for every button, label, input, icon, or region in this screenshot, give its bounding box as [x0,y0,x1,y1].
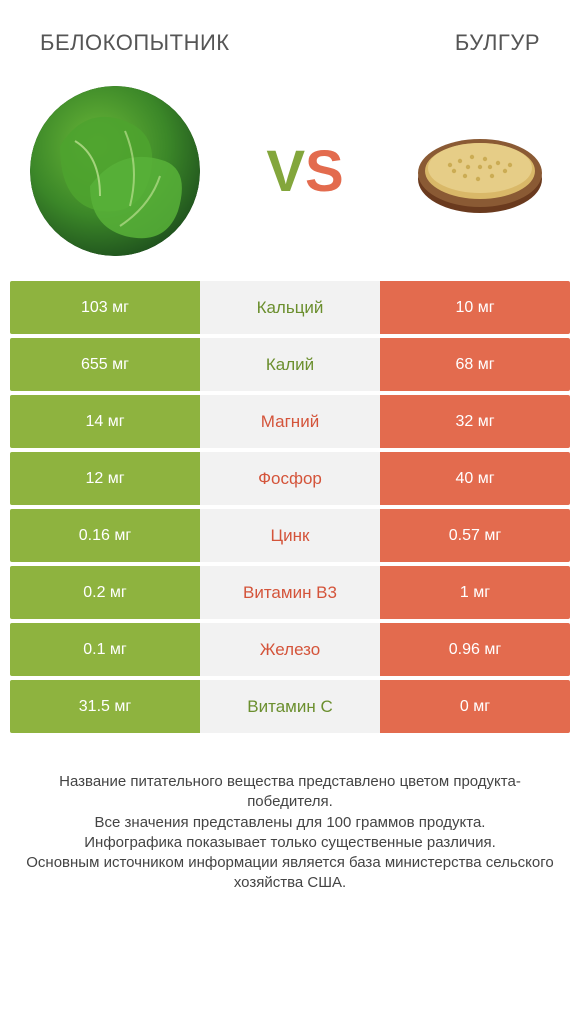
footer-line-3: Инфографика показывает только существенн… [20,833,560,853]
right-value: 1 мг [380,566,570,619]
left-value: 655 мг [10,338,200,391]
nutrient-label: Магний [200,395,380,448]
table-row: 12 мгФосфор40 мг [10,452,570,505]
table-row: 103 мгКальций10 мг [10,281,570,334]
right-value: 40 мг [380,452,570,505]
table-row: 0.1 мгЖелезо0.96 мг [10,623,570,676]
left-value: 0.1 мг [10,623,200,676]
table-row: 655 мгКалий68 мг [10,338,570,391]
table-row: 0.2 мгВитамин B31 мг [10,566,570,619]
nutrient-label: Железо [200,623,380,676]
nutrient-table: 103 мгКальций10 мг655 мгКалий68 мг14 мгМ… [0,281,580,733]
left-value: 12 мг [10,452,200,505]
nutrient-label: Витамин B3 [200,566,380,619]
left-value: 31.5 мг [10,680,200,733]
right-value: 10 мг [380,281,570,334]
left-value: 103 мг [10,281,200,334]
header-row: БЕЛОКОПЫТНИК БУЛГУР [0,0,580,66]
table-row: 14 мгМагний32 мг [10,395,570,448]
nutrient-label: Цинк [200,509,380,562]
header-left-title: БЕЛОКОПЫТНИК [40,30,230,56]
images-row: VS [0,66,580,281]
right-value: 0.57 мг [380,509,570,562]
right-value: 32 мг [380,395,570,448]
table-row: 0.16 мгЦинк0.57 мг [10,509,570,562]
nutrient-label: Кальций [200,281,380,334]
left-product-image [30,86,200,256]
right-value: 0 мг [380,680,570,733]
right-value: 68 мг [380,338,570,391]
vs-label: VS [266,138,343,205]
table-row: 31.5 мгВитамин C0 мг [10,680,570,733]
right-product-image [410,121,550,221]
left-value: 0.2 мг [10,566,200,619]
header-right-title: БУЛГУР [455,30,540,56]
footer-line-4: Основным источником информации является … [20,853,560,894]
left-value: 0.16 мг [10,509,200,562]
vs-s: S [305,139,344,204]
footer-text: Название питательного вещества представл… [0,737,580,894]
nutrient-label: Витамин C [200,680,380,733]
footer-line-2: Все значения представлены для 100 граммо… [20,813,560,833]
vs-v: V [266,139,305,204]
nutrient-label: Фосфор [200,452,380,505]
right-value: 0.96 мг [380,623,570,676]
left-value: 14 мг [10,395,200,448]
footer-line-1: Название питательного вещества представл… [20,772,560,813]
nutrient-label: Калий [200,338,380,391]
